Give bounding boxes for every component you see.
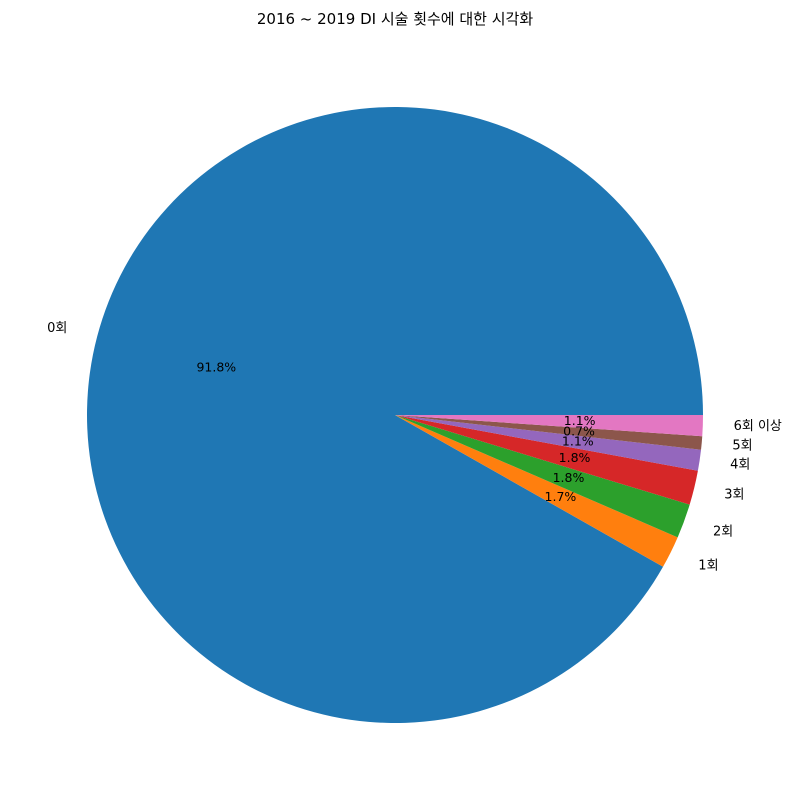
percent-label-0: 91.8% <box>196 359 236 374</box>
category-label-4: 4회 <box>730 457 750 472</box>
category-label-1: 1회 <box>698 558 718 573</box>
category-label-5: 5회 <box>732 438 752 453</box>
percent-labels: 91.8%1.7%1.8%1.8%1.1%0.7%1.1% <box>196 359 595 503</box>
category-label-6: 6회 이상 <box>734 419 782 434</box>
percent-label-5: 0.7% <box>563 423 595 438</box>
percent-label-6: 1.1% <box>564 413 596 428</box>
category-label-3: 3회 <box>724 488 744 503</box>
percent-label-3: 1.8% <box>559 450 591 465</box>
pie-slice-6 <box>395 415 703 437</box>
chart-title: 2016 ~ 2019 DI 시술 횟수에 대한 시각화 <box>257 10 533 28</box>
pie-slice-2 <box>395 415 690 538</box>
category-label-2: 2회 <box>713 524 733 539</box>
category-label-0: 0회 <box>47 321 67 336</box>
percent-label-4: 1.1% <box>562 434 594 449</box>
pie-slice-4 <box>395 415 702 471</box>
pie-slice-5 <box>395 415 703 450</box>
pie-slice-1 <box>395 415 678 567</box>
percent-label-2: 1.8% <box>553 470 585 485</box>
pie-slices <box>86 106 703 723</box>
category-labels: 0회 1회 2회 3회 4회 5회 6회 이상 <box>47 321 782 573</box>
percent-label-1: 1.7% <box>545 489 577 504</box>
pie-slice-0 <box>86 106 703 723</box>
pie-slice-3 <box>395 415 698 505</box>
